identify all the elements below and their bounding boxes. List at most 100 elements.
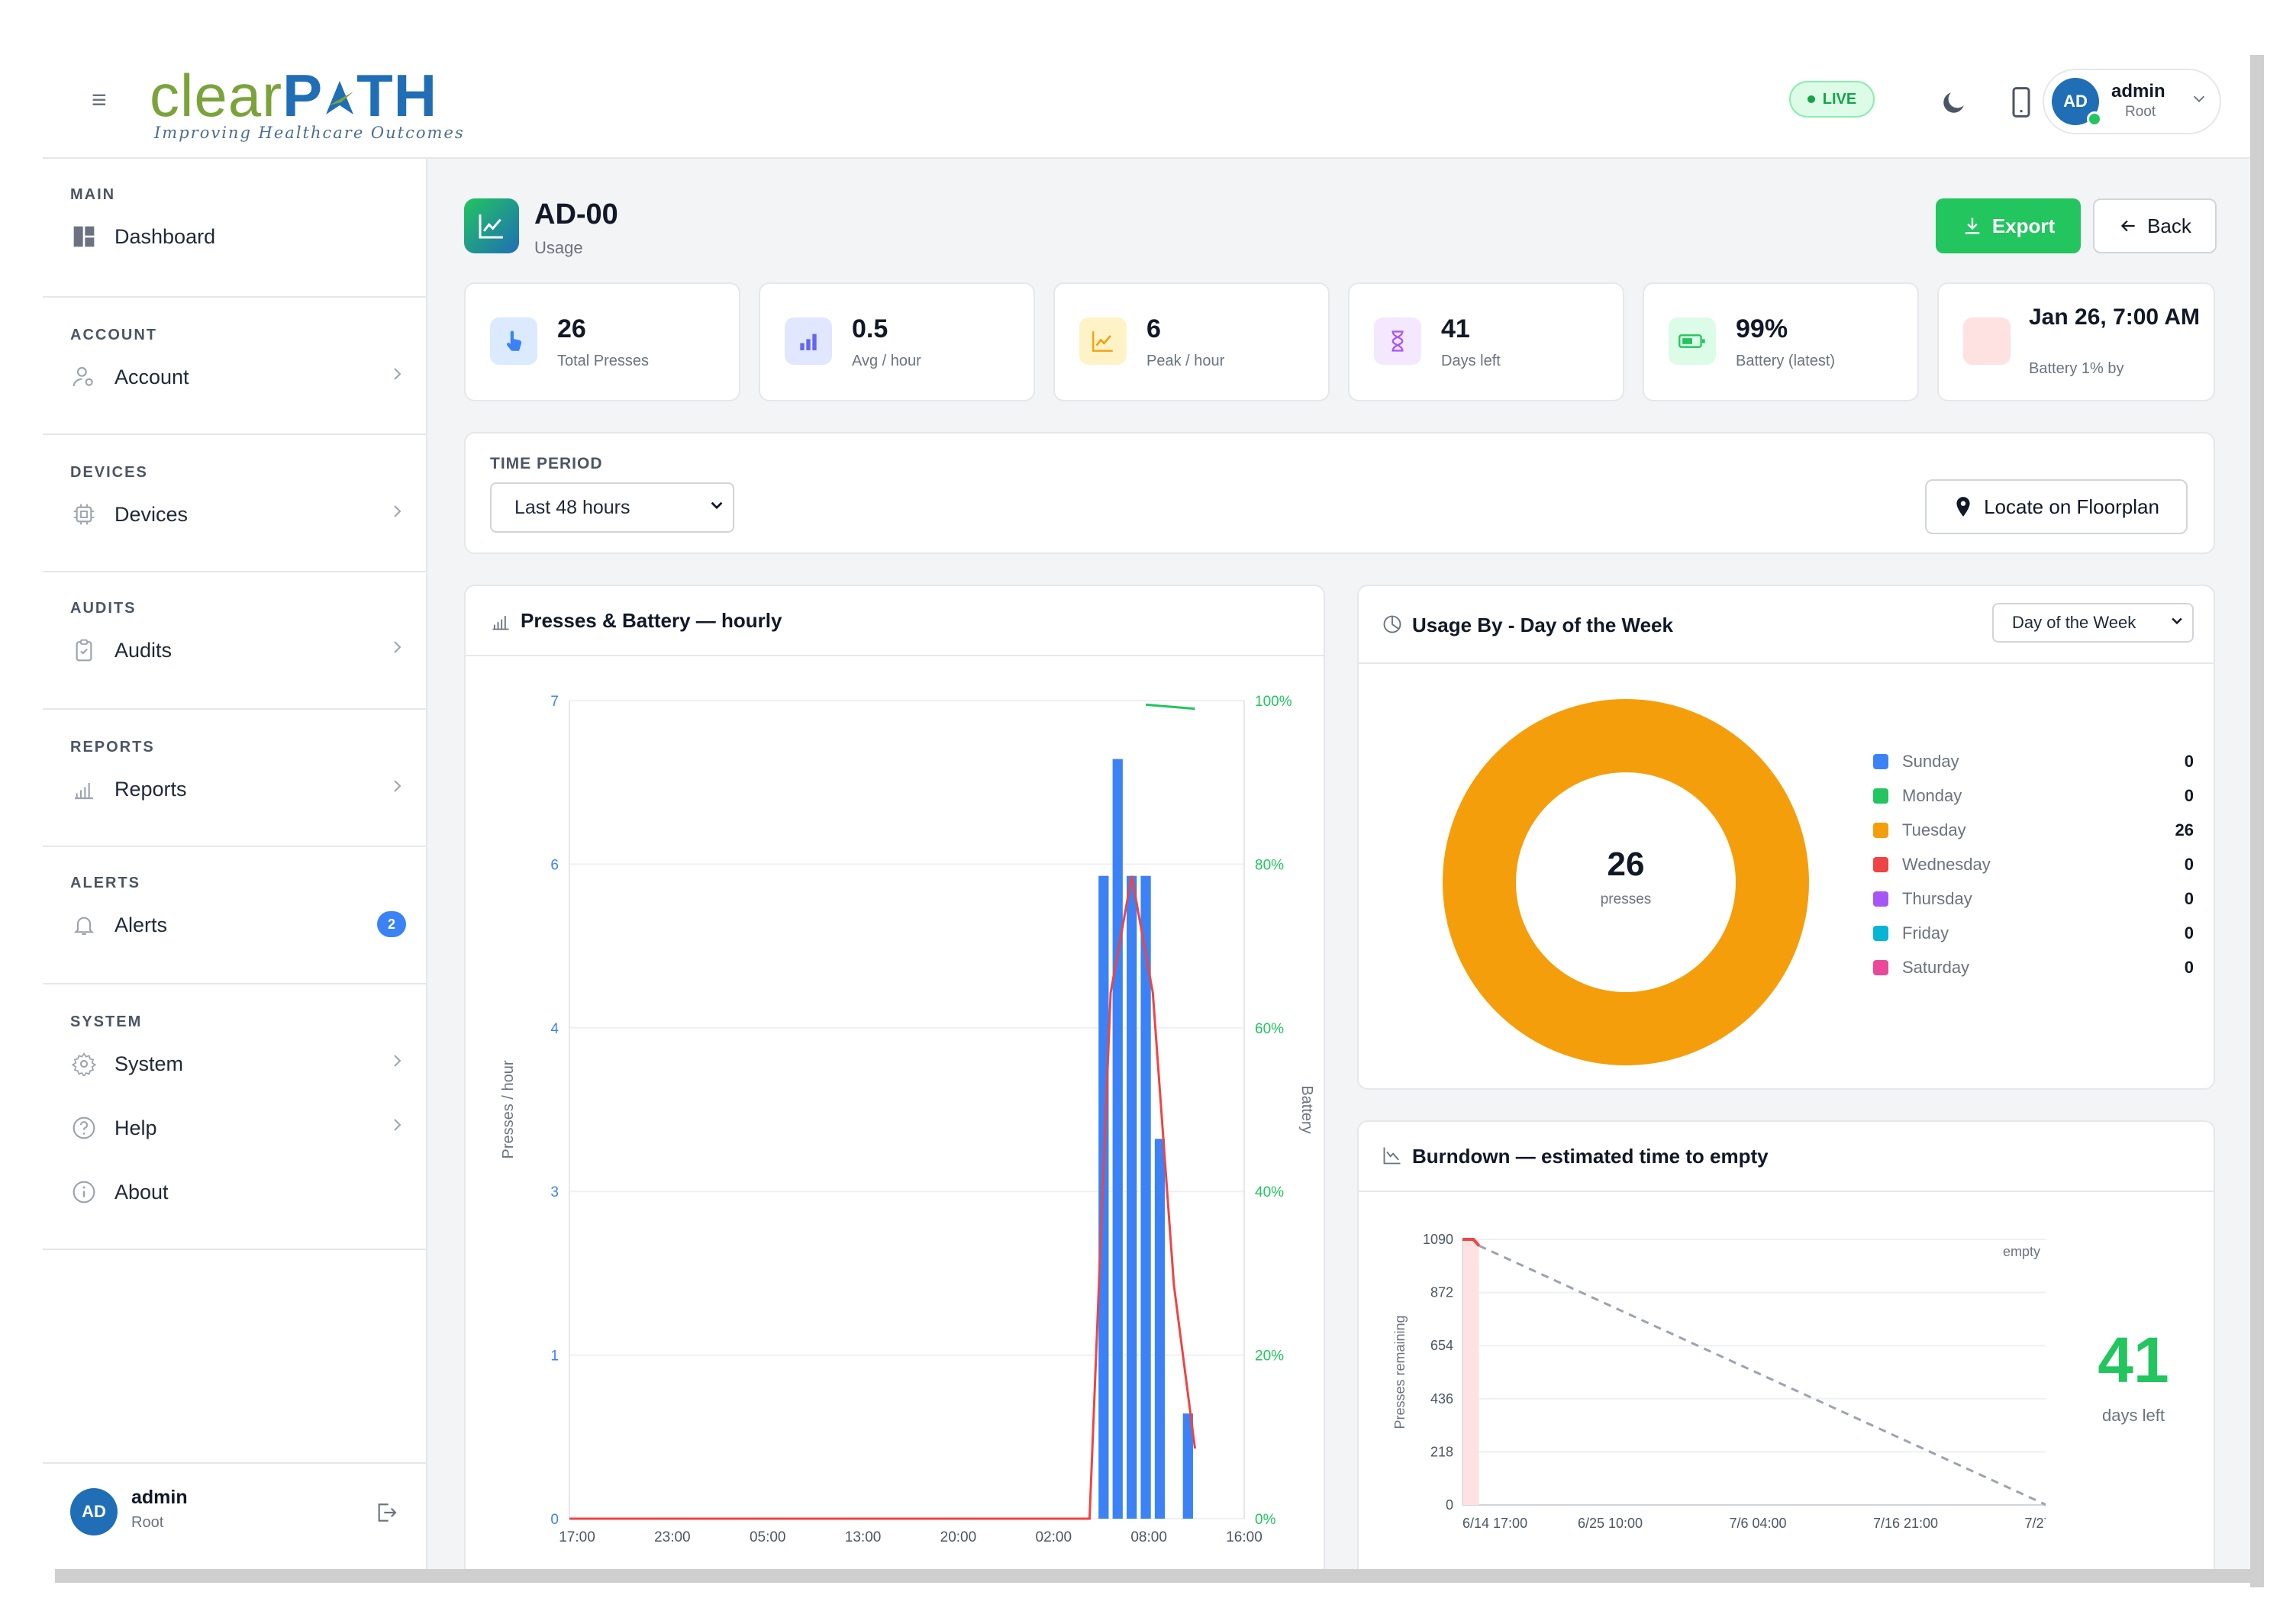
card-header: Usage By - Day of the Week Day of the We… bbox=[1359, 586, 2214, 664]
hourly-chart-card: Presses & Battery — hourly 0% 20% 40% 60% 80… bbox=[464, 585, 1325, 1569]
actual-range-highlight bbox=[1462, 1239, 1479, 1505]
x-tick-label: 20:00 bbox=[940, 1529, 977, 1545]
burndown-chart: 0 218 436 654 872 1090 6/14 17:00 6/25 10:00 7/6… bbox=[1392, 1232, 2046, 1531]
actual-line bbox=[1462, 1238, 1481, 1247]
section-title: SYSTEM bbox=[70, 1013, 143, 1030]
time-period-card: TIME PERIOD Last 48 hours Locate on Floo… bbox=[464, 432, 2215, 554]
back-button[interactable]: Back bbox=[2093, 198, 2217, 253]
sidebar-item-devices[interactable]: Devices bbox=[70, 498, 406, 531]
legend-value: 0 bbox=[2184, 752, 2194, 771]
x-tick-label: 08:00 bbox=[1130, 1529, 1167, 1545]
battery-icon bbox=[1669, 317, 1716, 365]
legend-item: Thursday 0 bbox=[1873, 884, 2194, 914]
y-axis-title: Presses / hour bbox=[500, 1060, 517, 1158]
section-title: REPORTS bbox=[70, 739, 155, 756]
sidebar-item-about[interactable]: About bbox=[70, 1175, 406, 1209]
sidebar-item-label: Reports bbox=[114, 777, 187, 801]
hamburger-menu-icon[interactable]: ≡ bbox=[92, 85, 107, 114]
legend-swatch bbox=[1873, 754, 1888, 769]
y-tick-label: 6 bbox=[550, 857, 559, 873]
legend-value: 0 bbox=[2184, 786, 2194, 805]
chevron-right-icon bbox=[388, 365, 406, 387]
sidebar-item-label: About bbox=[114, 1180, 169, 1204]
chevron-right-icon bbox=[388, 638, 406, 660]
live-dot-icon bbox=[1807, 95, 1815, 103]
donut-center-value: 26 bbox=[1607, 846, 1645, 883]
legend-item: Friday 0 bbox=[1873, 918, 2194, 949]
y-tick-label: 1090 bbox=[1423, 1232, 1453, 1247]
sidebar-section-alerts: ALERTS Alerts 2 bbox=[43, 846, 426, 984]
card-title: Burndown — estimated time to empty bbox=[1412, 1145, 1769, 1168]
mobile-device-icon[interactable] bbox=[2004, 85, 2038, 119]
sidebar-item-label: Dashboard bbox=[114, 224, 216, 248]
x-tick-label: 05:00 bbox=[750, 1529, 786, 1545]
bar bbox=[1098, 875, 1109, 1519]
sidebar-section-main: MAIN Dashboard bbox=[43, 159, 426, 298]
x-tick-label: 7/27 15:0 bbox=[2024, 1516, 2046, 1531]
question-circle-icon bbox=[70, 1114, 98, 1142]
legend-label: Saturday bbox=[1902, 958, 1970, 977]
locate-on-floorplan-button[interactable]: Locate on Floorplan bbox=[1925, 479, 2188, 534]
chevron-down-icon bbox=[708, 497, 725, 519]
legend-value: 0 bbox=[2184, 923, 2194, 942]
stat-value: Jan 26, 7:00 AM bbox=[2029, 304, 2200, 330]
y2-axis-title: Battery bbox=[1298, 1085, 1315, 1133]
sidebar-item-system[interactable]: System bbox=[70, 1047, 406, 1081]
stat-card-battery: 99% Battery (latest) bbox=[1643, 282, 1919, 401]
stat-card-avg-hour: 0.5 Avg / hour bbox=[759, 282, 1035, 401]
arrow-left-icon bbox=[2120, 220, 2135, 232]
legend-label: Sunday bbox=[1902, 752, 1959, 771]
sidebar-item-reports[interactable]: Reports bbox=[70, 772, 406, 806]
window-shadow-bottom bbox=[55, 1569, 2264, 1583]
legend-label: Wednesday bbox=[1902, 855, 1991, 874]
sidebar-item-account[interactable]: Account bbox=[70, 360, 406, 394]
stat-value: 99% bbox=[1736, 314, 1788, 343]
legend-value: 0 bbox=[2184, 889, 2194, 908]
x-tick-label: 23:00 bbox=[654, 1529, 691, 1545]
stat-label: Battery 1% by bbox=[2029, 360, 2124, 377]
export-button[interactable]: Export bbox=[1936, 198, 2081, 253]
legend-item: Wednesday 0 bbox=[1873, 849, 2194, 880]
x-tick-label: 17:00 bbox=[559, 1529, 595, 1545]
legend-item: Sunday 0 bbox=[1873, 746, 2194, 777]
sidebar-item-help[interactable]: Help bbox=[70, 1111, 406, 1145]
y2-tick-label: 60% bbox=[1255, 1021, 1284, 1037]
clipboard-icon bbox=[70, 636, 98, 664]
chevron-down-icon bbox=[2191, 90, 2207, 111]
bell-icon bbox=[70, 911, 98, 939]
user-menu[interactable]: AD admin Root bbox=[2043, 69, 2221, 134]
battery-warning-icon bbox=[1963, 317, 2011, 365]
alerts-count-badge: 2 bbox=[377, 911, 406, 937]
sidebar-section-devices: DEVICES Devices bbox=[43, 433, 426, 572]
sidebar-item-label: Audits bbox=[114, 638, 173, 662]
page-title: AD-00 bbox=[534, 198, 618, 230]
chip-icon bbox=[70, 501, 98, 528]
logout-icon[interactable] bbox=[374, 1500, 398, 1529]
legend-label: Tuesday bbox=[1902, 820, 1966, 839]
donut-chart bbox=[1443, 699, 1809, 1065]
dark-mode-toggle-icon[interactable] bbox=[1937, 85, 1971, 119]
page-subtitle: Usage bbox=[534, 238, 583, 257]
y-tick-label: 0 bbox=[550, 1512, 559, 1528]
sidebar-item-audits[interactable]: Audits bbox=[70, 633, 406, 667]
legend-item: Monday 0 bbox=[1873, 781, 2194, 811]
clearpath-logo[interactable]: clearP TH Improving Healthcare Outcomes bbox=[150, 62, 465, 142]
x-tick-label: 16:00 bbox=[1226, 1529, 1262, 1545]
x-tick-label: 7/16 21:00 bbox=[1873, 1516, 1938, 1531]
sidebar-item-dashboard[interactable]: Dashboard bbox=[70, 220, 406, 253]
y-tick-label: 654 bbox=[1430, 1338, 1453, 1353]
map-pin-icon bbox=[1956, 497, 1970, 517]
sidebar-item-alerts[interactable]: Alerts 2 bbox=[70, 908, 406, 942]
legend-label: Friday bbox=[1902, 923, 1949, 942]
sidebar-item-label: Help bbox=[114, 1116, 157, 1139]
sidebar-section-account: ACCOUNT Account bbox=[43, 296, 426, 435]
sidebar-item-label: Alerts bbox=[114, 913, 168, 936]
legend-label: Monday bbox=[1902, 786, 1962, 805]
burndown-card: Burndown — estimated time to empty 0 218 4… bbox=[1357, 1120, 2215, 1569]
section-title: AUDITS bbox=[70, 600, 137, 617]
time-period-select[interactable]: Last 48 hours bbox=[490, 482, 734, 533]
grouping-select[interactable]: Day of the Week bbox=[1992, 603, 2194, 643]
main-content: AD-00 Usage Export Back 26 Total Presses… bbox=[427, 159, 2250, 1569]
projected-line bbox=[1478, 1244, 2046, 1506]
y-tick-label: 1 bbox=[550, 1348, 559, 1365]
